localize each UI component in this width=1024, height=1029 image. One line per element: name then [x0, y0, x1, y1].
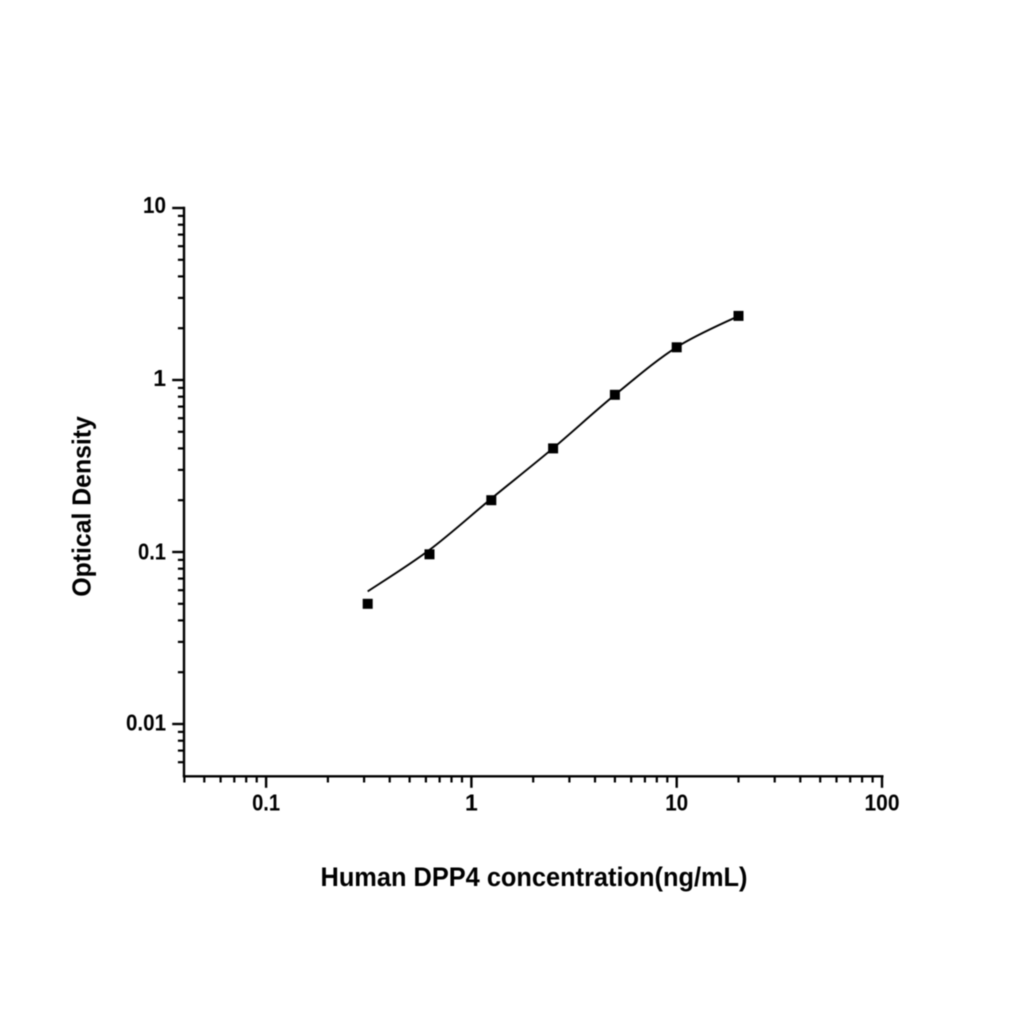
svg-text:0.1: 0.1 [252, 790, 280, 816]
svg-text:Human DPP4 concentration(ng/mL: Human DPP4 concentration(ng/mL) [321, 862, 748, 892]
svg-text:1: 1 [465, 790, 478, 816]
svg-text:0.1: 0.1 [138, 538, 166, 564]
svg-text:1: 1 [153, 365, 166, 391]
svg-text:10: 10 [143, 192, 166, 218]
svg-text:Optical Density: Optical Density [67, 416, 97, 597]
svg-text:100: 100 [865, 790, 900, 816]
svg-text:0.01: 0.01 [126, 709, 166, 735]
svg-text:10: 10 [665, 790, 688, 816]
